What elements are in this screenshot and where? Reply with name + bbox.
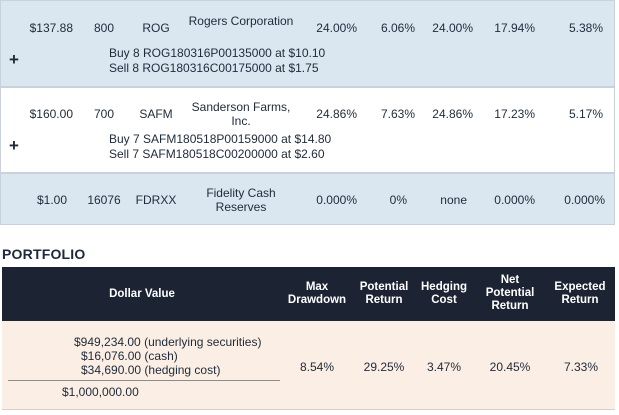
underlying-value: $949,234.00 (underlying securities) (74, 335, 262, 349)
holding-name-text: Fidelity Cash Reserves (206, 186, 276, 214)
header-potential-return: Potential Return (359, 281, 409, 306)
header-net-potential-return: Net Potential Return (485, 274, 535, 312)
holding-row-safm: $160.00 700 SAFM Sanderson Farms, Inc. 2… (0, 87, 615, 173)
holding-row-fdrxx: $1.00 16076 FDRXX Fidelity Cash Reserves… (0, 173, 615, 225)
holding-price: $137.88 (29, 21, 73, 35)
trade-line: Sell 8 ROG180316C00175000 at $1.75 (109, 61, 319, 75)
holding-col-2: 0% (389, 193, 407, 207)
holding-price: $1.00 (36, 193, 67, 207)
holding-col-1: 24.86% (316, 107, 357, 121)
holding-col-2: 6.06% (380, 21, 415, 35)
holding-name: Rogers Corporation (187, 14, 295, 28)
holding-col-3: 24.00% (432, 21, 473, 35)
holding-symbol: SAFM (139, 107, 173, 121)
holding-name-text: Rogers Corporation (188, 14, 294, 28)
potential-return-value: 29.25% (363, 360, 405, 374)
holding-price: $160.00 (29, 107, 73, 121)
hedging-value: $34,690.00 (hedging cost) (81, 363, 221, 377)
portfolio-title: PORTFOLIO (2, 246, 86, 262)
max-drawdown-value: 8.54% (299, 360, 335, 374)
holding-col-5: 5.38% (568, 21, 603, 35)
holding-shares: 800 (93, 21, 115, 35)
trade-line: Buy 7 SAFM180518P00159000 at $14.80 (109, 132, 332, 146)
header-expected-return: Expected Return (554, 281, 606, 306)
portfolio-header: Dollar Value Max Drawdown Potential Retu… (2, 267, 615, 321)
expand-plus-icon[interactable]: + (9, 50, 19, 69)
holding-col-1: 0.000% (316, 193, 357, 207)
cash-value: $16,076.00 (cash) (81, 349, 178, 363)
sum-divider (8, 380, 280, 381)
holding-col-5: 0.000% (564, 193, 605, 207)
holding-col-1: 24.00% (316, 21, 357, 35)
holding-col-4: 17.94% (494, 21, 535, 35)
hedging-cost-value: 3.47% (426, 360, 462, 374)
holding-name: Sanderson Farms, Inc. (187, 100, 295, 128)
header-dollar-value: Dollar Value (109, 288, 175, 300)
holding-col-4: 17.23% (494, 107, 535, 121)
trade-line: Buy 8 ROG180316P00135000 at $10.10 (109, 46, 326, 60)
header-max-drawdown: Max Drawdown (287, 281, 347, 306)
trade-line: Sell 7 SAFM180518C00200000 at $2.60 (109, 147, 325, 161)
holding-shares: 700 (93, 107, 115, 121)
holding-col-5: 5.17% (568, 107, 603, 121)
net-potential-return-value: 20.45% (489, 360, 531, 374)
holding-col-2: 7.63% (380, 107, 415, 121)
portfolio-summary: $949,234.00 (underlying securities) $16,… (2, 321, 615, 410)
holding-name: Fidelity Cash Reserves (187, 186, 295, 214)
expected-return-value: 7.33% (563, 360, 599, 374)
holding-col-3: none (440, 193, 467, 207)
holding-row-rog: $137.88 800 ROG Rogers Corporation 24.00… (0, 0, 615, 87)
total-value: $1,000,000.00 (62, 385, 139, 399)
holding-name-text: Sanderson Farms, Inc. (191, 100, 291, 128)
expand-plus-icon[interactable]: + (9, 136, 19, 155)
holding-symbol: ROG (142, 21, 170, 35)
holding-col-4: 0.000% (494, 193, 535, 207)
header-hedging-cost: Hedging Cost (421, 281, 467, 306)
holding-shares: 16076 (87, 193, 121, 207)
holding-col-3: 24.86% (432, 107, 473, 121)
holding-symbol: FDRXX (135, 193, 177, 207)
